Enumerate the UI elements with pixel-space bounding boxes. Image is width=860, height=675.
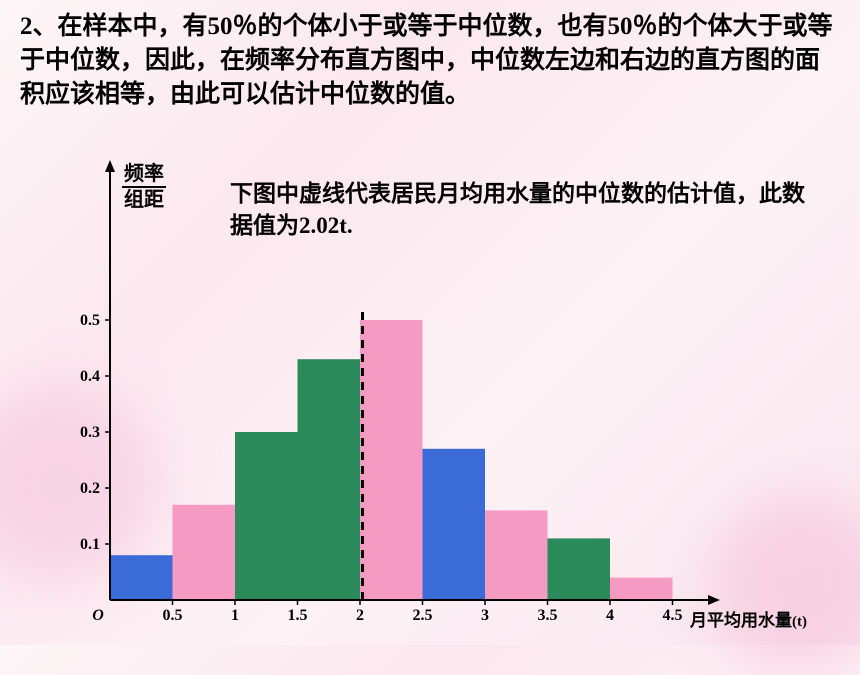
y-tick-label: 0.5 bbox=[80, 312, 100, 329]
y-axis-denominator: 组距 bbox=[122, 188, 166, 212]
histogram-bar bbox=[235, 432, 298, 600]
x-tick-label: 0.5 bbox=[163, 607, 183, 624]
y-axis-label: 频率 组距 bbox=[122, 162, 166, 212]
histogram-bar bbox=[423, 449, 486, 600]
x-axis-label: 月平均用水量(t) bbox=[690, 606, 807, 631]
histogram-bar bbox=[173, 505, 236, 600]
histogram-chart: 频率 组距 0.1 0.2 0.3 0.4 0.5 0.5 1 1.5 2 2.5 3 3.5 4 4.5… bbox=[30, 160, 830, 635]
histogram-bar bbox=[298, 359, 361, 600]
y-tick-label: 0.2 bbox=[80, 480, 100, 497]
x-tick-label: 1 bbox=[231, 607, 239, 624]
y-axis-numerator: 频率 bbox=[122, 162, 166, 188]
y-tick-label: 0.3 bbox=[80, 424, 100, 441]
y-axis-arrow bbox=[105, 160, 115, 172]
x-tick-label: 4 bbox=[606, 607, 614, 624]
histogram-bar bbox=[485, 510, 548, 600]
histogram-bar bbox=[610, 578, 673, 600]
y-tick-label: 0.4 bbox=[80, 368, 100, 385]
origin-label: O bbox=[92, 607, 104, 624]
x-tick-label: 3.5 bbox=[538, 607, 558, 624]
y-tick-label: 0.1 bbox=[80, 536, 100, 553]
main-paragraph: 2、在样本中，有50％的个体小于或等于中位数，也有50％的个体大于或等于中位数，… bbox=[20, 10, 840, 111]
x-tick-label: 4.5 bbox=[663, 607, 683, 624]
x-tick-label: 2 bbox=[356, 607, 364, 624]
x-tick-label: 3 bbox=[481, 607, 489, 624]
histogram-bar bbox=[110, 555, 173, 600]
x-axis-arrow bbox=[708, 595, 720, 605]
x-tick-label: 1.5 bbox=[288, 607, 308, 624]
histogram-bar bbox=[548, 538, 611, 600]
chart-svg: 0.1 0.2 0.3 0.4 0.5 0.5 1 1.5 2 2.5 3 3.5 4 4.5 O bbox=[30, 160, 830, 635]
x-tick-label: 2.5 bbox=[413, 607, 433, 624]
histogram-bar bbox=[360, 320, 423, 600]
